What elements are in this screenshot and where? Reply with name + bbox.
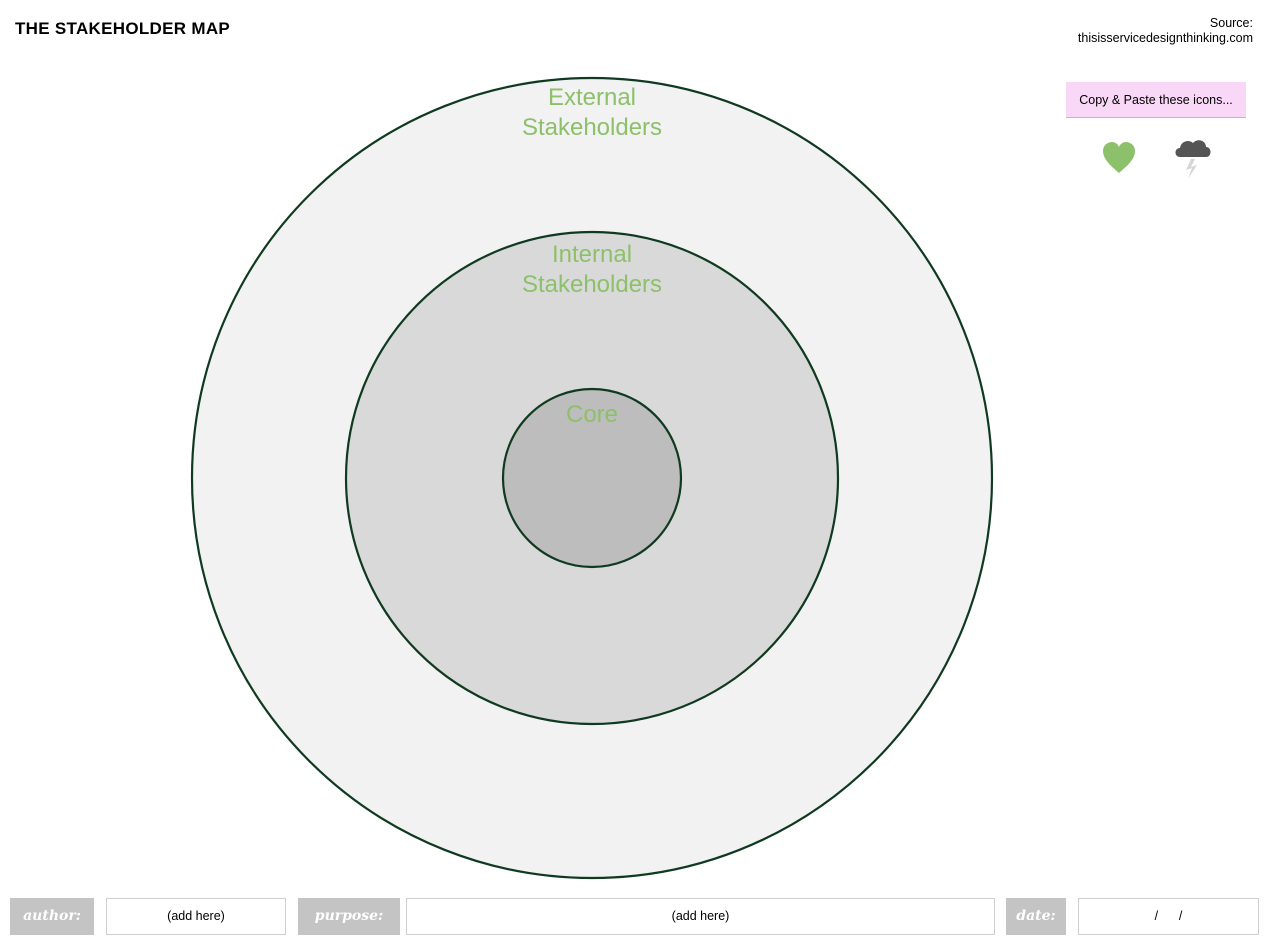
author-field[interactable]: (add here): [106, 898, 286, 935]
copy-paste-note: Copy & Paste these icons...: [1066, 82, 1246, 118]
core-ring: [501, 387, 683, 569]
date-label: date:: [1006, 898, 1066, 935]
external-label-line-2: Stakeholders: [522, 114, 662, 141]
heart-icon[interactable]: [1101, 140, 1137, 181]
internal-label-line-1: Internal: [552, 241, 632, 268]
internal-label-line-2: Stakeholders: [522, 271, 662, 298]
date-field[interactable]: / /: [1078, 898, 1259, 935]
source-label: Source:: [1209, 16, 1253, 30]
page-title: THE STAKEHOLDER MAP: [15, 19, 231, 38]
storm-cloud-icon[interactable]: [1173, 135, 1213, 186]
core-label: Core: [566, 401, 618, 428]
purpose-label: purpose:: [298, 898, 400, 935]
purpose-field[interactable]: (add here): [406, 898, 995, 935]
source-credit: Source: thisisservicedesignthinking.com: [1078, 16, 1253, 46]
source-url: thisisservicedesignthinking.com: [1077, 31, 1253, 45]
external-label-line-1: External: [548, 84, 636, 111]
author-label: author:: [10, 898, 94, 935]
